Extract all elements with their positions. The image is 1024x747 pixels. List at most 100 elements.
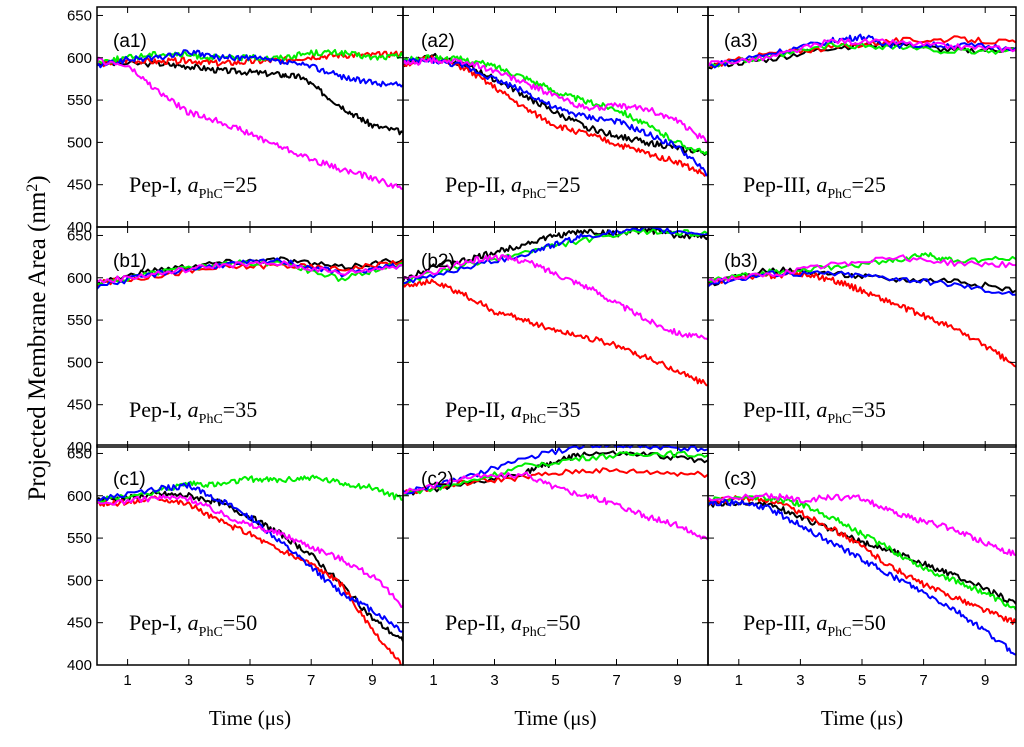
series-line-black [97,60,403,136]
panel-annotation: Pep-III, aPhC=50 [743,610,886,640]
annotation-sub: PhC [827,412,851,427]
annotation-sub: PhC [199,412,223,427]
y-tick-label: 400 [67,439,92,456]
x-tick-label: 3 [490,672,498,689]
series-line-red [708,35,1016,68]
series-line-red [403,467,708,497]
panel-annotation: Pep-II, aPhC=50 [445,610,581,640]
series-line-blue [97,49,403,88]
y-tick-label: 500 [67,572,92,589]
panel: 1 3 5 7 9 (c3) Pep-III, aPhC=50 Time (μs) [707,444,1017,730]
annotation-a: a [816,397,827,422]
annotation-sub: PhC [199,625,223,640]
y-tick-label: 450 [67,615,92,632]
y-tick-label: 650 [67,227,92,244]
series-line-green [708,494,1016,611]
series-line-blue [708,498,1016,656]
series-line-red [97,50,403,68]
annotation-value: =25 [223,172,257,197]
annotation-sub: PhC [522,625,546,640]
annotation-a: a [816,610,827,635]
annotation-value: =50 [546,610,580,635]
y-tick-label: 400 [67,219,92,236]
series-line-blue [708,270,1016,296]
panel: (a2) Pep-II, aPhC=25 [402,6,709,228]
y-tick-label: 450 [67,397,92,414]
y-tick-label: 400 [67,657,92,674]
y-tick-label: 450 [67,177,92,194]
series-line-magenta [97,494,403,608]
panel-annotation: Pep-III, aPhC=25 [743,172,886,202]
x-tick-label: 5 [858,672,866,689]
panel-label: (b3) [724,251,758,272]
series-line-magenta [708,254,1016,284]
annotation-a: a [816,172,827,197]
series-line-black [403,52,708,156]
annotation-value: =50 [851,610,885,635]
annotation-value: =25 [546,172,580,197]
series-line-green [708,41,1016,68]
series-line-black [708,499,1016,605]
annotation-sub: PhC [522,187,546,202]
panel: (b3) Pep-III, aPhC=35 [707,226,1017,448]
annotation-a: a [511,610,522,635]
annotation-peptide: Pep-II, [445,172,511,197]
panel: 400 450 500 550 600 650 (b1) Pep-I, aPhC=35 [67,226,404,456]
series-line-magenta [97,56,403,190]
annotation-sub: PhC [522,412,546,427]
x-tick-label: 1 [123,672,131,689]
series-line-black [708,266,1016,294]
x-tick-label: 3 [796,672,804,689]
y-tick-label: 500 [67,354,92,371]
panel-label: (b1) [113,251,147,272]
panel-label: (a1) [113,31,147,52]
y-tick-label: 600 [67,488,92,505]
x-tick-label: 5 [246,672,254,689]
annotation-a: a [511,397,522,422]
y-tick-label: 550 [67,530,92,547]
annotation-peptide: Pep-III, [743,172,816,197]
annotation-sub: PhC [199,187,223,202]
series-line-magenta [708,37,1016,67]
x-tick-label: 9 [673,672,681,689]
series-line-blue [403,445,708,495]
y-tick-label: 550 [67,312,92,329]
series-line-magenta [97,260,403,284]
panel: (b2) Pep-II, aPhC=35 [402,226,709,448]
series-line-green [403,450,708,496]
y-axis-label-tail: ) [24,175,51,183]
annotation-sub: PhC [827,625,851,640]
y-axis-label-sup: 2 [24,184,41,192]
series-line-green [97,474,403,504]
series-line-magenta [403,471,708,541]
y-tick-label: 550 [67,92,92,109]
annotation-a: a [511,172,522,197]
x-tick-label: 7 [307,672,315,689]
panel-annotation: Pep-I, aPhC=25 [129,172,257,202]
y-axis-label-main: Projected Membrane Area (nm [24,191,51,500]
panel: 1 3 5 7 9 (c2) Pep-II, aPhC=50 Time (μs) [402,444,709,730]
series-line-red [97,495,402,665]
panel: 1 3 5 7 9 400 450 500 550 600 650 (c1) Pep-I, aPhC=5… [67,444,404,730]
annotation-a: a [188,610,199,635]
panel: (a3) Pep-III, aPhC=25 [707,6,1017,228]
panel-label: (a2) [421,31,455,52]
annotation-peptide: Pep-III, [743,610,816,635]
series-line-magenta [403,254,708,341]
annotation-value: =50 [223,610,257,635]
annotation-a: a [188,172,199,197]
y-tick-label: 650 [67,445,92,462]
y-tick-label: 600 [67,270,92,287]
x-tick-label: 3 [185,672,193,689]
series-line-blue [708,33,1016,69]
series-line-red [403,278,708,387]
panel-annotation: Pep-III, aPhC=35 [743,397,886,427]
annotation-peptide: Pep-I, [129,610,188,635]
annotation-sub: PhC [827,187,851,202]
panel: 400 450 500 550 600 650 (a1) Pep-I, aPhC=25 [67,6,404,236]
x-axis-label: Time (μs) [514,706,596,730]
series-line-red [708,494,1016,625]
panel-annotation: Pep-I, aPhC=50 [129,610,257,640]
x-tick-label: 5 [551,672,559,689]
